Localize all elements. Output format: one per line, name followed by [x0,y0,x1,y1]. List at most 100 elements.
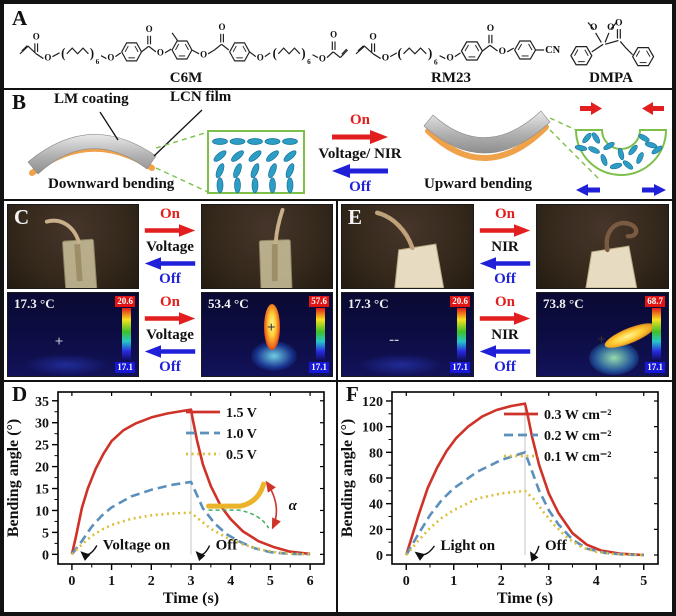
off-arrow-icon [479,256,531,270]
temperature-readout: 17.3 °C [14,296,55,311]
svg-text:): ) [90,45,94,60]
photo-c-bent-drawing [44,218,98,288]
panel-c: C On Voltage Off [4,201,338,380]
spot-marker-icon: + [54,333,64,350]
electrode-strip [74,243,83,282]
panel-f-letter: F [346,382,359,406]
series-line [70,511,311,556]
colorbar-min: 17.1 [450,362,470,373]
film-straight [273,207,285,245]
panel-b: B [4,88,672,199]
svg-text:O: O [607,23,614,33]
svg-text:O: O [487,24,494,34]
svg-text:0.5 V: 0.5 V [226,448,257,463]
lm-coating-label: LM coating [54,91,129,107]
panel-d: D 0 1 2 3 4 5 6 0 5 10 15 20 25 30 35 1.5 V 1.0 V 0.5 V Vo… [4,382,338,612]
svg-text:1: 1 [450,574,457,589]
series-line [70,408,311,556]
svg-text:3: 3 [188,574,195,589]
svg-text:O: O [382,53,389,63]
on-arrow-icon [144,311,196,325]
lm-coating-layer-left [27,134,157,175]
thermal-colorbar: 20.6 17.1 [440,296,470,373]
lcn-film-layer-right [425,124,549,161]
photo-c-bent: C [7,204,139,289]
on-label: On [159,294,180,310]
svg-text:35: 35 [35,395,49,410]
svg-text:80: 80 [369,446,383,461]
svg-text:Bending angle (°): Bending angle (°) [5,419,22,537]
svg-text:5: 5 [267,574,274,589]
series-line [70,480,311,556]
chart-annotation: Off [545,538,568,554]
lm-label-leader-line [99,111,119,141]
thermal-c-off: 17.3 °C + 20.6 17.1 [7,292,139,377]
colorbar-max: 20.6 [450,296,470,307]
svg-text:O: O [146,25,153,35]
holder [585,245,638,288]
svg-text:0: 0 [403,574,410,589]
lm-coating-layer-right [423,110,551,154]
panel-f: F 0 1 2 3 4 5 0 20 40 60 80 100 120 0.3 W cm⁻² 0.2 W c… [338,382,672,612]
svg-text:100: 100 [362,421,383,436]
svg-text:Time (s): Time (s) [163,590,219,607]
photo-c-straight-drawing [258,207,293,288]
colorbar-min: 17.1 [645,362,665,373]
spot-marker-icon: -- [389,331,400,348]
svg-text:30: 30 [35,417,49,432]
voltage-switch-thermal: On Voltage Off [142,292,198,377]
panel-c-letter: C [14,205,30,229]
voltage-nir-switch: On Voltage/ NIR Off [312,112,408,195]
colorbar-gradient [652,308,661,361]
svg-text:O: O [590,23,597,33]
colorbar-gradient [316,308,325,361]
stimulus-label: NIR [491,326,519,343]
spot-marker-icon: + [597,331,606,348]
series-line [405,489,644,557]
svg-text:6: 6 [96,57,100,66]
svg-text:): ) [428,46,432,61]
off-arrow-icon [479,344,531,358]
on-label: On [349,112,370,128]
svg-text:6: 6 [434,57,438,66]
svg-text:60: 60 [369,472,383,487]
svg-text:O: O [157,49,164,59]
stimulus-label: Voltage/ NIR [318,145,402,162]
stimulus-label: NIR [491,238,519,255]
svg-text:15: 15 [35,483,49,498]
svg-text:2: 2 [498,574,505,589]
series-line [405,402,644,557]
colorbar-min: 17.1 [115,362,135,373]
colorbar-min: 17.1 [309,362,329,373]
svg-text:20: 20 [369,523,383,538]
svg-text:α: α [289,498,298,514]
svg-text:(: ( [61,45,65,60]
photo-e-bent: E [341,204,474,289]
expand-arrow-icon [642,184,666,196]
svg-text:O: O [319,54,326,64]
molecule-name-c6m: C6M [169,70,203,86]
stimulus-label: Voltage [146,238,194,255]
stimulus-label: Voltage [146,326,194,343]
holder [394,243,445,288]
expand-arrow-icon [576,184,600,196]
panels-c-e: C On Voltage Off [4,199,672,380]
colorbar-max: 57.6 [309,296,329,307]
thermal-e-off: 17.3 °C -- 20.6 17.1 [341,292,474,377]
bending-angle-inset: α [206,480,298,530]
svg-text:O: O [446,53,453,63]
thermal-colorbar: 20.6 17.1 [105,296,135,373]
colorbar-max: 20.6 [115,296,135,307]
svg-text:10: 10 [35,504,49,519]
on-arrow-icon [332,129,388,144]
off-label: Off [494,358,516,375]
photo-c-straight [201,204,333,289]
svg-text:): ) [301,45,305,60]
chart-annotation: Light on [440,538,495,554]
nir-switch-photos: On NIR Off [477,204,533,289]
downward-bending-label: Downward bending [48,176,175,192]
svg-text:40: 40 [369,498,383,513]
molecule-name-rm23: RM23 [431,70,471,86]
svg-text:0: 0 [42,548,49,563]
